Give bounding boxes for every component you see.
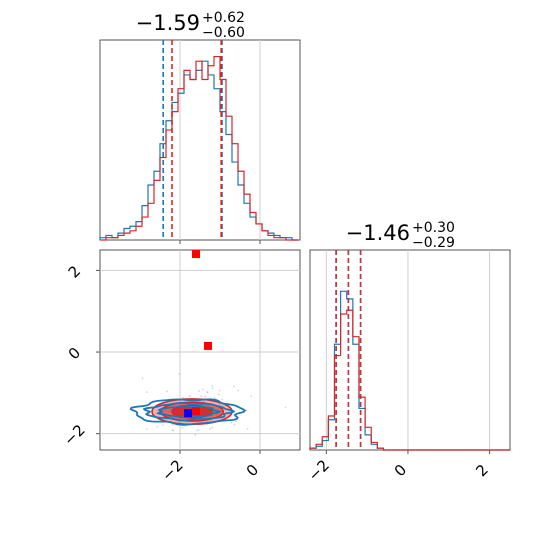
param2-title-lower: −0.29 [412,235,455,251]
contour-sample-dot [197,390,200,393]
contour-sample-dot [234,420,237,423]
histogram-param1-step-1 [100,55,298,241]
contour-series [129,250,287,436]
histogram-param2-panel: −2 0 2 −1.46 +0.30 −0.29 [305,220,511,485]
histogram-param1-frame [99,39,301,241]
contour-sample-dot [209,427,211,430]
param2-title-median: −1.46 [346,221,410,245]
contour-sample-dot [202,388,204,391]
contour-sample-dot [162,424,164,427]
contour-sample-dot [200,395,203,398]
histogram-param2-step-0 [309,290,510,451]
contour-sample-dot [213,396,216,399]
contour-blue-level-0 [129,398,246,426]
contour-sample-dot [196,429,198,432]
histogram-param2-frame [309,249,511,451]
histogram-param1-grid [179,40,261,244]
histogram-param2-x-tick-label: −2 [305,456,333,484]
contour-sample-dot [206,390,209,393]
contour-red-square-marker [192,250,200,259]
contour-sample-dot [181,426,184,429]
param1-title-upper: +0.62 [202,10,245,26]
contour-sample-dot [250,395,253,398]
contour-red-square-marker [192,407,200,416]
contour-sample-dot [233,385,235,388]
contour-y-ticks: −2 0 2 [60,262,100,449]
contour-sample-dot [211,426,213,429]
histogram-param1-step-0 [99,60,298,241]
contour-blue-level-1 [142,402,236,422]
contour-sample-dot [171,423,174,426]
contour-sample-dot [217,393,220,396]
contour-sample-dot [172,429,175,432]
contour-sample-dot [171,429,174,432]
contour-sample-dot [197,429,200,432]
histogram-param2-step-1 [309,309,510,451]
histogram-param2-x-tick-label: 2 [472,461,491,480]
contour-panel: −2 0 2 −2 0 [60,249,301,485]
contour-sample-dot [166,390,168,393]
contour-frame [99,249,301,451]
contour-sample-dot [141,377,144,380]
contour-sample-dot [156,425,158,428]
histogram-param2-x-ticks: −2 0 2 [305,450,492,485]
contour-x-ticks: −2 0 [158,450,262,485]
histogram-param2-x-tick-label: 0 [391,461,410,480]
histogram-param2-series [309,250,510,451]
contour-sample-dot [194,434,197,436]
histogram-param2-grid [325,250,491,450]
param1-title-median: −1.59 [136,11,200,35]
contour-sample-dot [188,394,191,397]
contour-sample-dot [245,409,248,412]
param1-title-lower: −0.60 [202,25,245,41]
contour-sample-dot [206,391,209,394]
contour-sample-dot [145,427,148,430]
contour-sample-dot [145,391,148,394]
contour-sample-dot [218,403,221,405]
contour-sample-dot [182,396,184,399]
param2-title-upper: +0.30 [412,220,455,236]
contour-sample-dot [178,372,181,375]
contour-sample-dot [246,427,249,430]
contour-sample-dot [230,421,233,424]
contour-red-square-marker [204,341,212,350]
contour-sample-dot [237,389,240,392]
contour-blue-level-2 [156,404,222,419]
contour-sample-dot [204,395,207,398]
contour-x-tick-label: 0 [243,461,262,480]
contour-sample-dot [156,409,158,412]
contour-y-tick-label: −2 [60,421,88,449]
histogram-param1-panel: −1.59 +0.62 −0.60 [99,10,301,244]
contour-sample-dot [233,423,236,426]
contour-sample-dot [221,398,224,401]
contour-sample-dot [211,387,214,390]
contour-y-tick-label: 0 [65,344,84,363]
contour-y-tick-label: 2 [65,262,84,281]
contour-sample-dot [202,400,205,403]
contour-sample-dot [284,406,287,409]
contour-sample-dot [218,389,221,392]
contour-x-tick-label: −2 [158,456,186,484]
histogram-param1-series [99,40,298,241]
contour-sample-dot [211,385,214,387]
contour-blue-square-marker [184,409,192,418]
